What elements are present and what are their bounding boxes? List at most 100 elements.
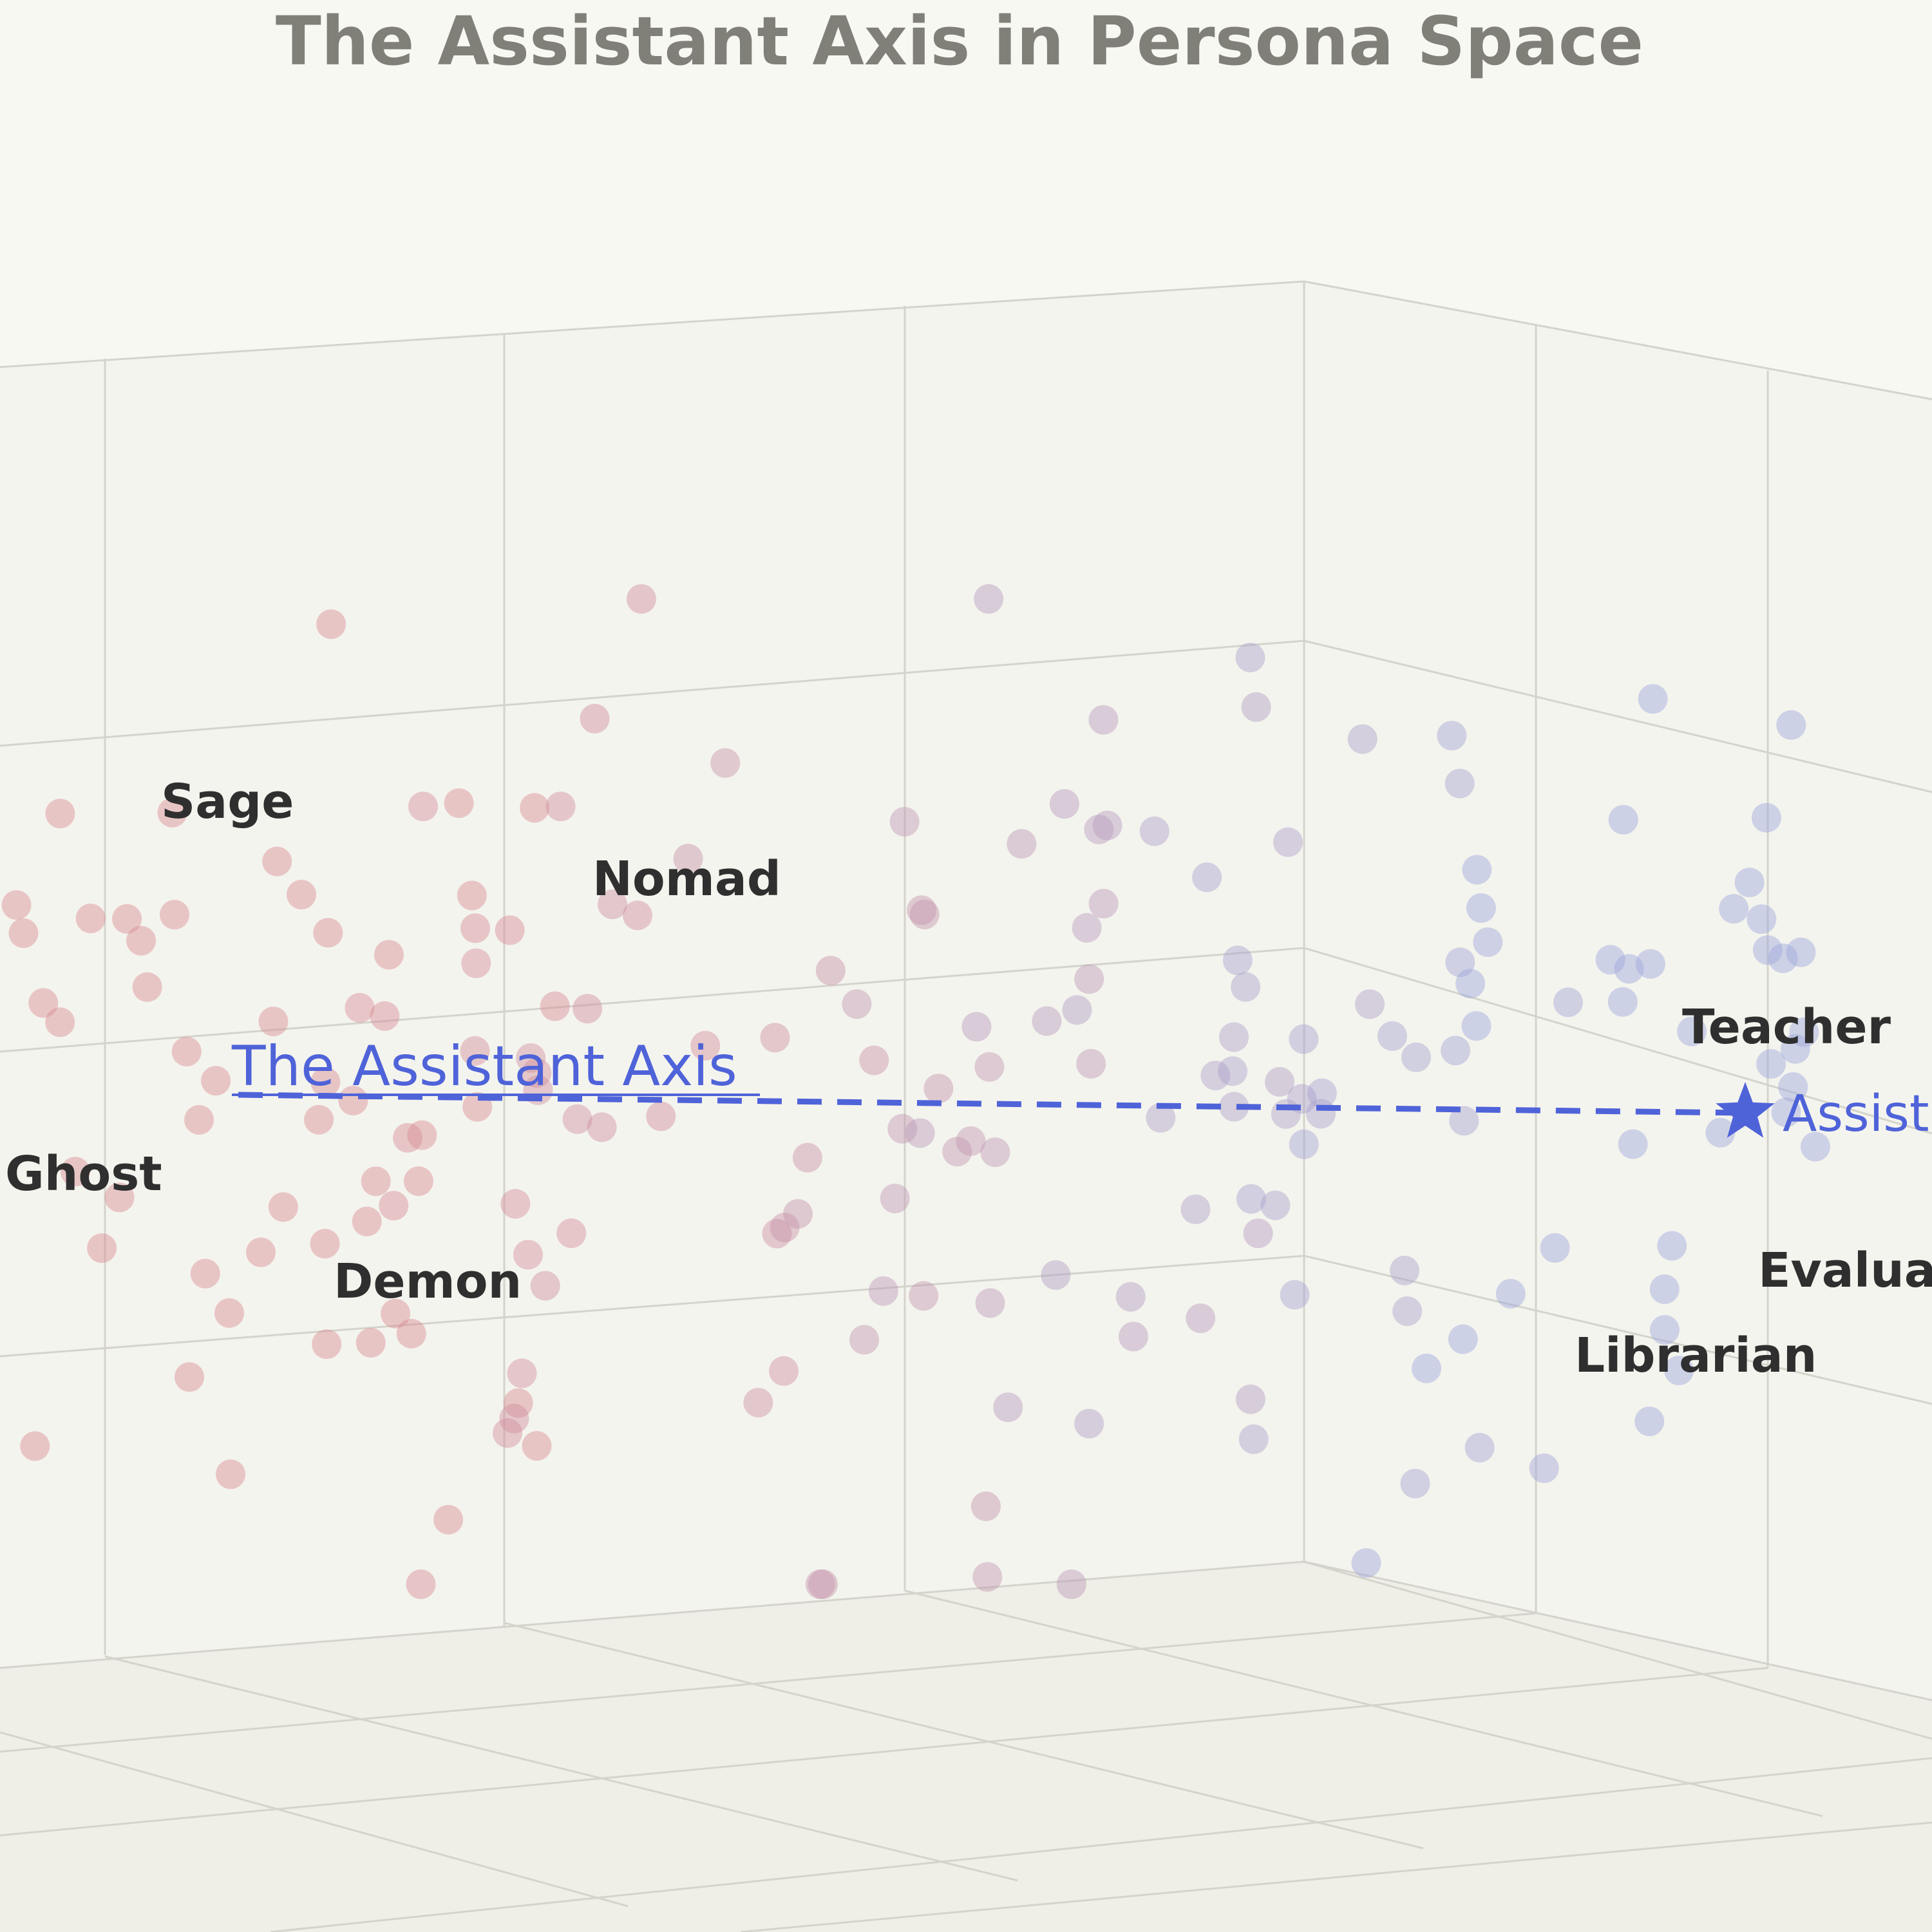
- gridline-side-h: [1303, 639, 1932, 793]
- data-point: [743, 1388, 773, 1417]
- data-point: [352, 1206, 382, 1236]
- data-point: [60, 1157, 90, 1187]
- data-point: [1608, 804, 1638, 835]
- data-point: [87, 1233, 117, 1264]
- data-point: [1180, 1194, 1211, 1224]
- data-point: [171, 1036, 202, 1066]
- data-point: [1540, 1233, 1570, 1263]
- data-point: [1119, 1321, 1148, 1352]
- data-point: [646, 1101, 676, 1132]
- data-point: [1007, 829, 1037, 859]
- data-point: [1466, 893, 1496, 923]
- data-point: [345, 992, 375, 1023]
- data-point: [909, 1281, 939, 1311]
- data-point: [971, 1492, 1001, 1521]
- data-point: [1635, 949, 1665, 979]
- data-point: [403, 1166, 433, 1197]
- data-point: [1441, 1036, 1471, 1066]
- data-point: [1445, 947, 1475, 978]
- data-point: [783, 1198, 813, 1229]
- data-point: [20, 1431, 50, 1461]
- data-point: [1307, 1078, 1337, 1108]
- data-point: [1243, 1218, 1273, 1249]
- data-point: [28, 988, 59, 1018]
- data-point: [1649, 1274, 1680, 1304]
- data-point: [1649, 1315, 1680, 1345]
- gridline-floor-cross: [0, 1612, 1537, 1753]
- data-point: [1289, 1129, 1319, 1159]
- data-point: [1401, 1042, 1431, 1072]
- data-point: [905, 1118, 935, 1148]
- data-point: [993, 1392, 1023, 1423]
- data-point: [1092, 810, 1122, 840]
- data-point: [1351, 1548, 1381, 1578]
- gridline-back-h: [0, 280, 1305, 368]
- data-point: [530, 1271, 560, 1301]
- data-point: [495, 915, 525, 945]
- data-point: [1241, 692, 1271, 722]
- data-point: [1273, 827, 1303, 857]
- data-point: [842, 989, 872, 1019]
- data-point: [1800, 1132, 1830, 1162]
- data-point: [406, 1569, 436, 1599]
- data-point: [516, 1043, 546, 1073]
- data-point: [859, 1045, 889, 1075]
- data-point: [522, 1058, 552, 1088]
- chart-grid: [0, 280, 1932, 1932]
- data-point: [1618, 1129, 1648, 1159]
- data-point: [1553, 987, 1583, 1018]
- data-point: [408, 791, 438, 822]
- assistant-axis-label: The Assistant Axis: [231, 1034, 737, 1099]
- data-point: [1056, 1569, 1086, 1599]
- data-point: [246, 1237, 276, 1267]
- data-point: [1768, 943, 1798, 973]
- data-point: [1347, 724, 1378, 754]
- data-point: [545, 791, 576, 822]
- data-point: [1032, 1006, 1062, 1036]
- gridline-side-h: [1303, 280, 1932, 401]
- data-point: [880, 1184, 910, 1213]
- persona-labels: Sage Nomad Ghost Demon Teacher Evalua Libraria…: [5, 774, 1932, 1383]
- data-point: [673, 844, 703, 874]
- assistant-label: Assist: [1783, 1085, 1929, 1143]
- data-point: [1400, 1468, 1430, 1499]
- data-point: [769, 1356, 799, 1386]
- data-point: [201, 1066, 231, 1096]
- data-point: [923, 1074, 954, 1104]
- data-point: [1786, 937, 1816, 967]
- data-point: [1638, 684, 1668, 714]
- data-point: [573, 994, 603, 1024]
- data-point: [1657, 1231, 1687, 1261]
- data-point: [623, 900, 652, 931]
- persona-label-evaluator: Evalua: [1758, 1243, 1932, 1298]
- data-point: [1392, 1296, 1423, 1326]
- data-point: [310, 1229, 340, 1259]
- back-wall: [0, 281, 1304, 1668]
- data-point: [1115, 1282, 1146, 1312]
- data-point: [444, 788, 474, 819]
- data-point: [587, 1112, 617, 1142]
- data-point: [1265, 1066, 1294, 1097]
- data-point: [1236, 1184, 1266, 1214]
- data-point: [493, 1418, 523, 1448]
- data-point: [808, 1569, 838, 1599]
- gridline-floor-depth: [504, 1622, 1424, 1850]
- data-point: [1789, 1017, 1819, 1047]
- persona-label-sage: Sage: [161, 774, 294, 829]
- data-point: [175, 1362, 204, 1392]
- data-point: [310, 1067, 341, 1097]
- data-point: [972, 1562, 1003, 1592]
- data-point: [1734, 867, 1765, 898]
- data-point: [1437, 721, 1467, 751]
- data-point: [1355, 989, 1385, 1019]
- data-point: [500, 1189, 531, 1219]
- data-point: [580, 703, 610, 734]
- data-point: [1747, 904, 1777, 934]
- data-point: [1756, 1049, 1786, 1079]
- data-point: [556, 1218, 587, 1248]
- gridline-side-h: [1303, 1255, 1932, 1405]
- data-point: [522, 1431, 552, 1461]
- persona-label-nomad: Nomad: [592, 851, 781, 907]
- data-point: [1664, 1356, 1694, 1385]
